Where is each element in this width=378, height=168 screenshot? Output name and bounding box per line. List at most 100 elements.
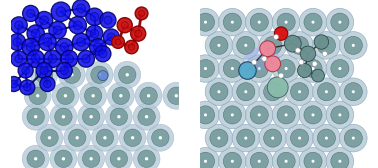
Circle shape bbox=[339, 32, 367, 59]
Circle shape bbox=[131, 26, 146, 41]
Circle shape bbox=[338, 21, 341, 24]
Circle shape bbox=[352, 137, 355, 140]
Circle shape bbox=[26, 43, 35, 51]
Circle shape bbox=[232, 32, 260, 59]
Circle shape bbox=[192, 55, 219, 82]
Circle shape bbox=[103, 136, 107, 139]
Circle shape bbox=[285, 113, 288, 116]
Circle shape bbox=[326, 148, 354, 168]
Circle shape bbox=[298, 90, 301, 93]
Circle shape bbox=[82, 108, 100, 125]
Circle shape bbox=[34, 157, 37, 160]
Circle shape bbox=[48, 136, 51, 139]
Circle shape bbox=[239, 62, 256, 79]
Circle shape bbox=[218, 101, 246, 129]
Circle shape bbox=[262, 56, 267, 61]
Circle shape bbox=[76, 136, 79, 139]
Circle shape bbox=[279, 73, 284, 78]
Circle shape bbox=[117, 115, 121, 118]
Circle shape bbox=[36, 124, 63, 151]
Circle shape bbox=[299, 101, 327, 129]
Circle shape bbox=[197, 13, 215, 31]
Circle shape bbox=[277, 106, 295, 124]
Circle shape bbox=[98, 73, 101, 76]
Circle shape bbox=[245, 148, 273, 168]
Circle shape bbox=[40, 67, 48, 75]
Circle shape bbox=[22, 67, 29, 74]
Circle shape bbox=[312, 61, 317, 66]
Circle shape bbox=[311, 69, 324, 82]
Circle shape bbox=[245, 8, 273, 36]
Circle shape bbox=[260, 41, 276, 57]
Circle shape bbox=[39, 33, 56, 51]
Circle shape bbox=[304, 13, 322, 31]
Circle shape bbox=[64, 124, 91, 151]
Circle shape bbox=[274, 34, 279, 39]
Circle shape bbox=[313, 32, 340, 59]
Circle shape bbox=[231, 113, 234, 116]
Circle shape bbox=[34, 115, 37, 118]
Circle shape bbox=[285, 35, 301, 52]
Circle shape bbox=[56, 62, 72, 79]
Circle shape bbox=[20, 80, 35, 95]
Circle shape bbox=[175, 94, 178, 97]
Circle shape bbox=[286, 124, 313, 152]
Circle shape bbox=[11, 17, 27, 34]
Circle shape bbox=[311, 21, 314, 24]
Circle shape bbox=[313, 124, 340, 152]
Circle shape bbox=[311, 113, 314, 116]
Circle shape bbox=[145, 157, 148, 160]
Circle shape bbox=[31, 29, 40, 38]
Circle shape bbox=[107, 33, 115, 41]
Circle shape bbox=[326, 8, 354, 36]
Circle shape bbox=[331, 106, 349, 124]
Circle shape bbox=[232, 78, 260, 106]
Circle shape bbox=[286, 32, 313, 59]
Circle shape bbox=[299, 148, 327, 168]
Circle shape bbox=[258, 21, 261, 24]
Circle shape bbox=[36, 66, 53, 83]
Circle shape bbox=[223, 59, 242, 78]
Circle shape bbox=[205, 124, 233, 152]
Circle shape bbox=[53, 26, 62, 35]
Circle shape bbox=[56, 7, 66, 17]
Circle shape bbox=[197, 152, 215, 168]
Circle shape bbox=[245, 101, 273, 129]
Circle shape bbox=[36, 94, 39, 97]
Circle shape bbox=[62, 157, 65, 160]
Circle shape bbox=[9, 34, 26, 50]
Circle shape bbox=[11, 51, 27, 67]
Circle shape bbox=[325, 137, 328, 140]
Circle shape bbox=[78, 145, 105, 168]
Circle shape bbox=[263, 129, 282, 147]
Circle shape bbox=[326, 55, 354, 82]
Circle shape bbox=[27, 108, 45, 125]
Circle shape bbox=[318, 36, 336, 54]
Circle shape bbox=[90, 115, 93, 118]
Circle shape bbox=[250, 59, 268, 78]
Circle shape bbox=[27, 50, 45, 68]
Circle shape bbox=[290, 83, 308, 101]
Circle shape bbox=[322, 51, 327, 56]
Circle shape bbox=[210, 83, 228, 101]
Circle shape bbox=[223, 106, 242, 124]
Circle shape bbox=[204, 67, 207, 70]
Circle shape bbox=[105, 103, 132, 130]
Circle shape bbox=[15, 55, 23, 63]
Circle shape bbox=[78, 50, 94, 67]
Circle shape bbox=[250, 152, 268, 168]
Circle shape bbox=[31, 61, 57, 88]
Circle shape bbox=[27, 150, 45, 167]
Circle shape bbox=[204, 21, 207, 24]
Circle shape bbox=[36, 11, 53, 29]
Circle shape bbox=[325, 90, 328, 93]
Circle shape bbox=[96, 129, 114, 146]
Circle shape bbox=[64, 94, 67, 97]
Circle shape bbox=[217, 90, 220, 93]
Circle shape bbox=[80, 82, 107, 109]
Circle shape bbox=[95, 46, 111, 62]
Circle shape bbox=[299, 55, 327, 82]
Circle shape bbox=[277, 13, 295, 31]
Circle shape bbox=[40, 16, 48, 25]
Circle shape bbox=[48, 54, 57, 63]
